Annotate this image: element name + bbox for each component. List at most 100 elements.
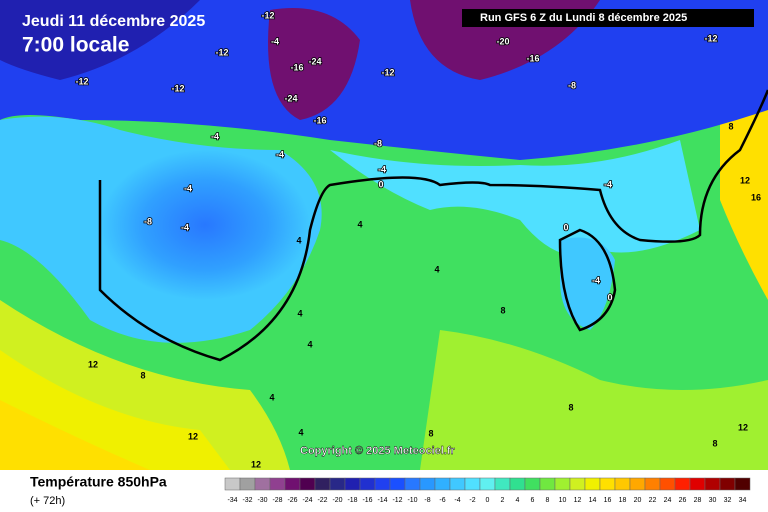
legend-swatch [359,477,376,491]
legend-swatch [494,477,511,491]
legend-label: 18 [619,497,627,504]
legend-swatch [299,477,316,491]
legend-label: -32 [242,497,252,504]
legend-swatch [719,477,736,491]
legend-swatch [314,477,331,491]
legend-swatch [419,477,436,491]
contour-label: -4 [276,149,284,159]
legend-label: -30 [257,497,267,504]
legend-label: 2 [501,497,505,504]
legend-swatch [704,477,721,491]
contour-label: 8 [500,305,505,315]
legend-swatch [644,477,661,491]
legend-label: -4 [454,497,460,504]
legend-swatch [569,477,586,491]
legend-label: -6 [439,497,445,504]
legend-swatch [224,477,241,491]
legend-label: 24 [664,497,672,504]
legend-swatch [554,477,571,491]
contour-label: 12 [251,459,261,469]
time-title: 7:00 locale [22,34,129,57]
contour-label: -4 [211,131,219,141]
legend-swatch [614,477,631,491]
contour-label: -4 [271,36,279,46]
run-info: Run GFS 6 Z du Lundi 8 décembre 2025 [480,12,687,24]
contour-label: 12 [188,431,198,441]
contour-label: -24 [284,93,297,103]
legend-label: 32 [724,497,732,504]
contour-label: -4 [184,183,192,193]
legend-swatch [434,477,451,491]
legend-label: -26 [287,497,297,504]
contour-label: 8 [428,428,433,438]
legend-label: -14 [377,497,387,504]
contour-label: -16 [313,115,326,125]
copyright: Copyright © 2025 Meteociel.fr [300,445,456,457]
legend-swatch [329,477,346,491]
contour-label: -8 [374,138,382,148]
legend-label: 12 [574,497,582,504]
legend-label: 20 [634,497,642,504]
contour-label: -4 [181,222,189,232]
legend-swatch [479,477,496,491]
contour-label: -20 [496,36,509,46]
contour-label: 4 [296,235,301,245]
legend-label: -18 [347,497,357,504]
legend-label: -28 [272,497,282,504]
contour-label: -12 [171,83,184,93]
legend-swatch [389,477,406,491]
contour-label: 0 [607,292,612,302]
legend-swatch [344,477,361,491]
legend-swatch [404,477,421,491]
legend-swatch [374,477,391,491]
legend-label: -34 [227,497,237,504]
contour-label: 16 [751,192,761,202]
contour-label: 4 [307,339,312,349]
contour-label: 0 [378,179,383,189]
legend-label: -10 [407,497,417,504]
legend-label: -22 [317,497,327,504]
legend-label: 26 [679,497,687,504]
legend-label: -20 [332,497,342,504]
legend-swatch [734,477,751,491]
contour-label: -8 [568,80,576,90]
legend-label: -8 [424,497,430,504]
legend-swatch [269,477,286,491]
legend-label: -2 [469,497,475,504]
legend-label: 8 [546,497,550,504]
contour-label: -12 [75,76,88,86]
contour-label: 4 [357,219,362,229]
contour-label: -4 [378,164,386,174]
contour-label: 12 [740,175,750,185]
legend-label: 28 [694,497,702,504]
contour-label: 4 [298,427,303,437]
contour-label: -12 [215,47,228,57]
legend-subtitle: (+ 72h) [30,495,65,507]
legend-label: 4 [516,497,520,504]
legend-label: 14 [589,497,597,504]
contour-label: -16 [526,53,539,63]
legend-swatch [599,477,616,491]
contour-label: -12 [261,10,274,20]
contour-label: 12 [738,422,748,432]
contour-label: 8 [712,438,717,448]
legend-label: 16 [604,497,612,504]
contour-label: 4 [434,264,439,274]
legend-swatch [539,477,556,491]
contour-label: -4 [604,179,612,189]
contour-label: -4 [592,275,600,285]
date-title: Jeudi 11 décembre 2025 [22,13,205,30]
contour-label: -16 [290,62,303,72]
legend-swatch [254,477,271,491]
legend-swatch [509,477,526,491]
legend-swatch [524,477,541,491]
legend-swatch [689,477,706,491]
contour-label: -12 [381,67,394,77]
contour-label: 8 [140,370,145,380]
legend-label: 30 [709,497,717,504]
legend-swatch [674,477,691,491]
contour-label: 4 [297,308,302,318]
